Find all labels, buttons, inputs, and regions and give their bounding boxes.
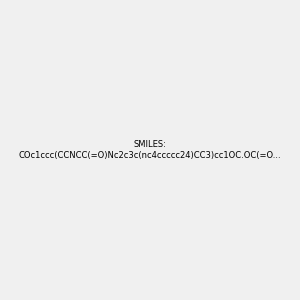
Text: SMILES:
COc1ccc(CCNCC(=O)Nc2c3c(nc4ccccc24)CC3)cc1OC.OC(=O...: SMILES: COc1ccc(CCNCC(=O)Nc2c3c(nc4ccccc… [19, 140, 281, 160]
